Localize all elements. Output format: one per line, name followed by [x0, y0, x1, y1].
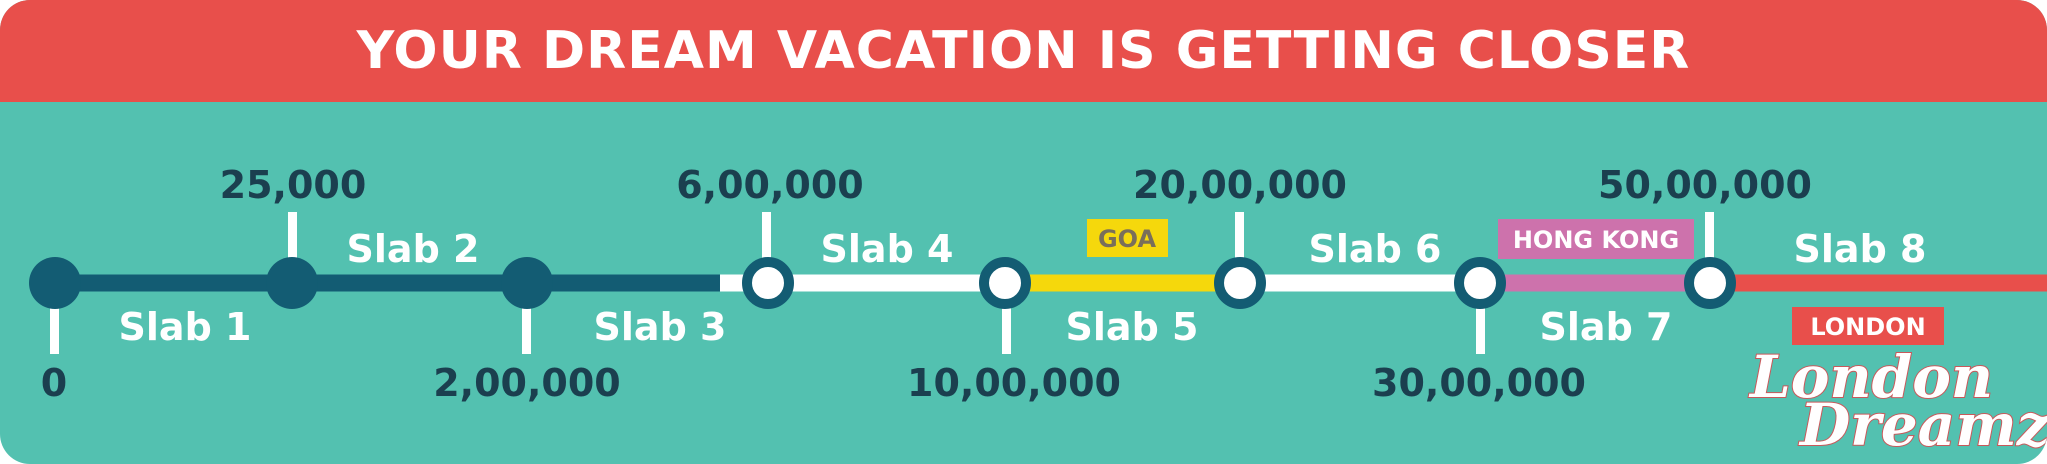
- destination-hongkong-label: HONG KONG: [1513, 226, 1679, 254]
- tick-0: [50, 306, 59, 354]
- slab-label-1: Slab 1: [119, 305, 252, 349]
- node-0: [29, 257, 81, 309]
- tick-3000000: [1476, 306, 1485, 354]
- node-200000: [501, 257, 553, 309]
- node-25000: [266, 257, 318, 309]
- milestone-label-600000: 6,00,000: [676, 163, 864, 207]
- tick-25000: [288, 212, 297, 258]
- destination-tag-goa: GOA: [1087, 219, 1168, 257]
- milestone-label-25000: 25,000: [220, 163, 367, 207]
- node-3000000: [1454, 257, 1506, 309]
- tick-2000000: [1235, 212, 1244, 258]
- logo-line-1: London: [1748, 343, 1993, 411]
- tick-600000: [762, 212, 771, 258]
- page-title: YOUR DREAM VACATION IS GETTING CLOSER: [356, 21, 1691, 81]
- milestone-label-200000: 2,00,000: [433, 361, 621, 405]
- header-banner: YOUR DREAM VACATION IS GETTING CLOSER: [0, 0, 2047, 102]
- milestone-label-0: 0: [41, 361, 67, 405]
- node-1000000: [979, 257, 1031, 309]
- slab-label-2: Slab 2: [347, 227, 480, 271]
- milestone-label-3000000: 30,00,000: [1372, 361, 1586, 405]
- destination-london-label: LONDON: [1810, 313, 1925, 341]
- slab-label-8: Slab 8: [1794, 227, 1927, 271]
- tick-200000: [522, 306, 531, 354]
- node-2000000: [1214, 257, 1266, 309]
- milestone-label-1000000: 10,00,000: [907, 361, 1121, 405]
- slab-label-4: Slab 4: [821, 227, 954, 271]
- slab-label-7: Slab 7: [1540, 305, 1673, 349]
- destination-goa-label: GOA: [1098, 225, 1156, 253]
- tick-5000000: [1705, 212, 1714, 258]
- slab-label-6: Slab 6: [1309, 227, 1442, 271]
- logo-line-2: Dreamz: [1798, 391, 2047, 459]
- slab-label-3: Slab 3: [594, 305, 727, 349]
- slab-label-5: Slab 5: [1066, 305, 1199, 349]
- milestone-label-5000000: 50,00,000: [1598, 163, 1812, 207]
- destination-tag-london: LONDON: [1792, 307, 1944, 345]
- tick-1000000: [1002, 306, 1011, 354]
- node-5000000: [1684, 257, 1736, 309]
- node-600000: [742, 257, 794, 309]
- london-dreamz-logo: London Dreamz: [1747, 342, 2047, 460]
- milestone-label-2000000: 20,00,000: [1133, 163, 1347, 207]
- destination-tag-hongkong: HONG KONG: [1498, 219, 1694, 259]
